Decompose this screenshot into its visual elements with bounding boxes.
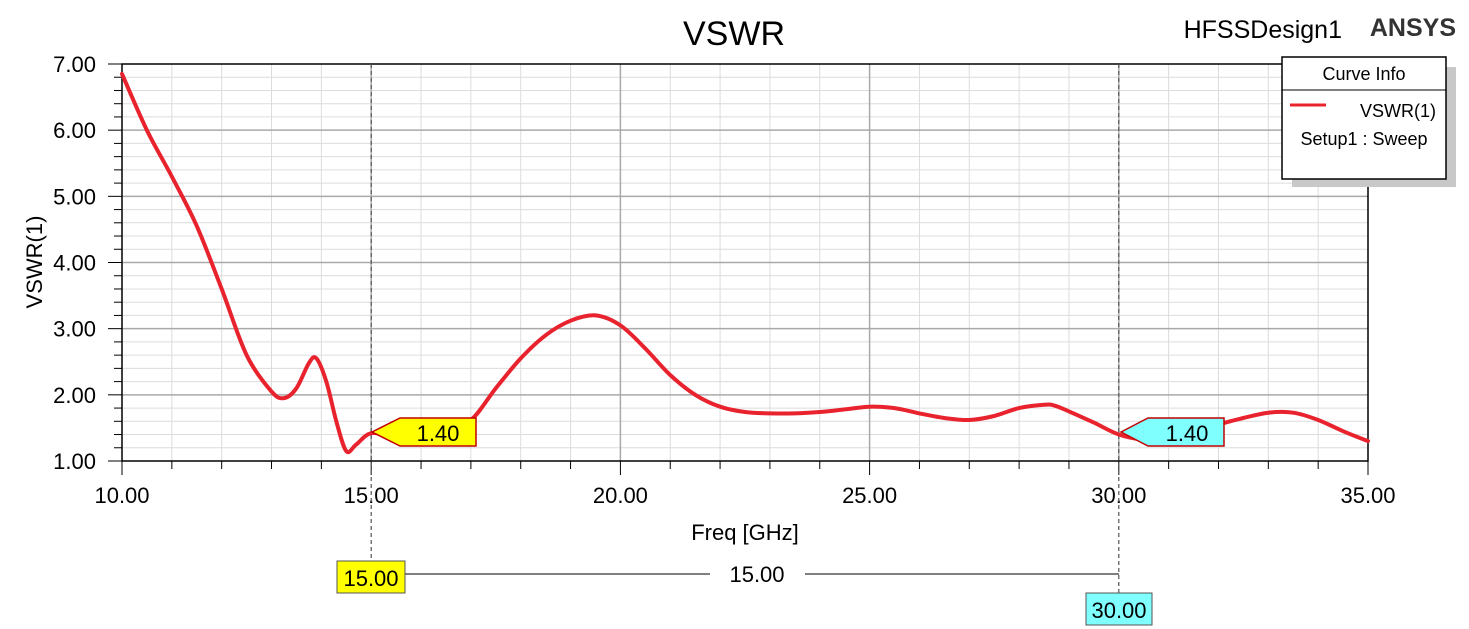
design-name: HFSSDesign1 [1184,16,1342,44]
y-axis-ticks: 1.00 2.00 3.00 4.00 5.00 6.00 7.00 [53,52,122,474]
x-tick-label: 20.00 [593,483,648,508]
marker-2-freq: 30.00 [1091,598,1146,623]
x-tick-label: 10.00 [94,483,149,508]
marker-2-freq-box-shape [1085,592,1153,626]
y-tick-label: 1.00 [53,449,96,474]
y-tick-label: 2.00 [53,383,96,408]
marker-2-value-tag[interactable]: 1.40 [1119,417,1225,447]
marker-1-tag-shape [370,417,477,447]
y-tick-label: 6.00 [53,118,96,143]
marker-1-value: 1.40 [417,421,460,446]
x-axis-ticks: 10.00 15.00 20.00 25.00 30.00 35.00 [94,461,1396,508]
legend-box[interactable]: Curve Info VSWR(1) Setup1 : Sweep [1281,56,1456,187]
legend-frame [1281,56,1447,180]
x-tick-label: 25.00 [842,483,897,508]
y-tick-label: 3.00 [53,317,96,342]
x-axis-label: Freq [GHz] [691,520,799,545]
brand-logo-text: ANSYS [1370,14,1456,42]
x-tick-label: 35.00 [1340,483,1395,508]
delta-label: 15.00 [729,562,784,587]
marker-2-tag-shape [1119,417,1225,447]
marker-2-value: 1.40 [1166,421,1209,446]
y-tick-label: 5.00 [53,184,96,209]
chart-title: VSWR [683,15,785,53]
marker-2-freq-box[interactable]: 30.00 [1085,592,1153,626]
y-tick-label: 7.00 [53,52,96,77]
marker-1-freq: 15.00 [343,566,398,591]
y-tick-label: 4.00 [53,251,96,276]
y-axis-label: VSWR(1) [22,216,47,309]
legend-setup: Setup1 : Sweep [1300,129,1427,149]
marker-1-freq-box-shape [336,560,406,594]
marker-1-value-tag[interactable]: 1.40 [370,417,477,447]
marker-1-freq-box[interactable]: 15.00 [336,560,406,594]
marker-lines [370,64,1120,593]
legend-title: Curve Info [1322,64,1405,84]
plot-frame [121,63,1369,462]
plot-grid [122,64,1368,461]
legend-series-name: VSWR(1) [1360,101,1436,121]
